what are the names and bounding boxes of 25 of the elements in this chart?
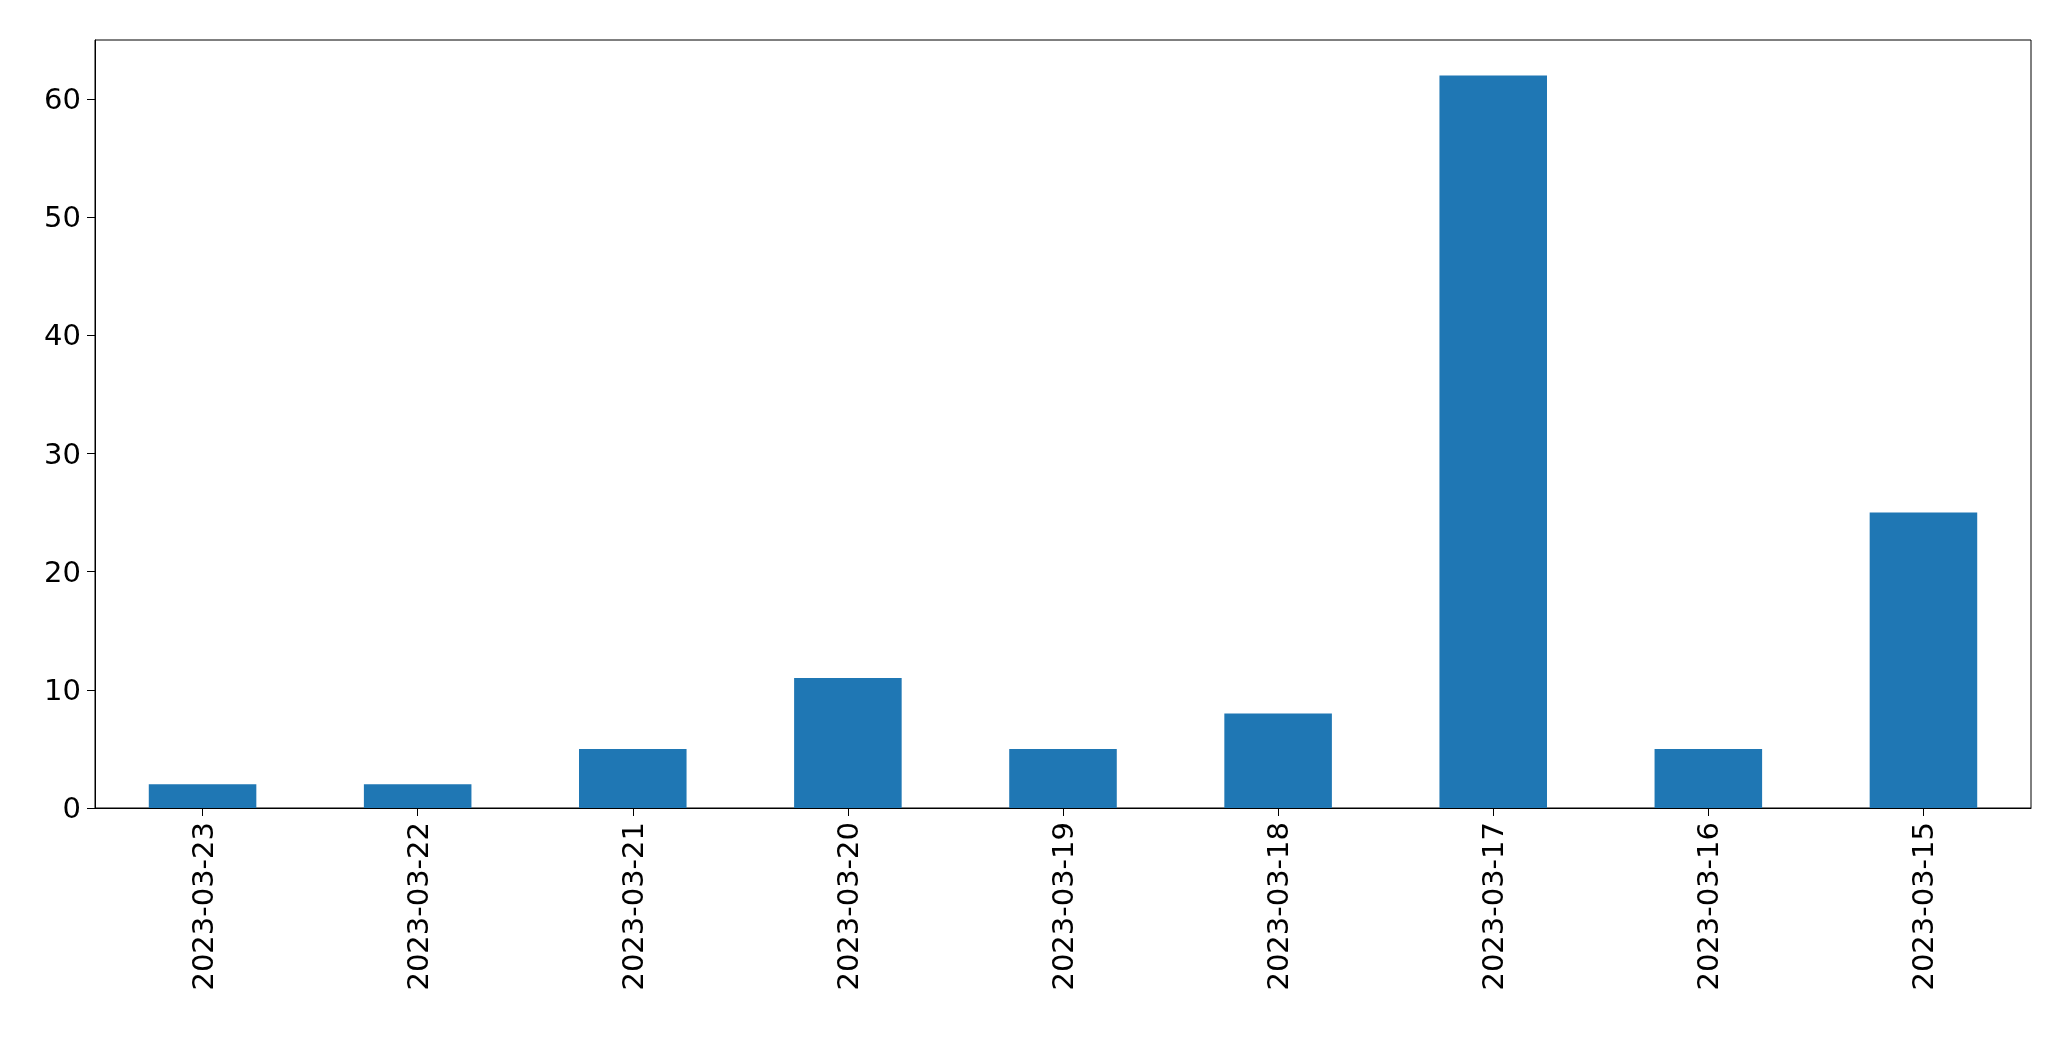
bar [1009, 748, 1117, 808]
x-tick-label: 2023-03-16 [1691, 822, 1726, 991]
y-tick-label: 50 [44, 200, 81, 235]
bar [1439, 75, 1547, 808]
x-tick-label: 2023-03-22 [400, 822, 435, 991]
x-tick-label: 2023-03-21 [615, 822, 650, 991]
y-tick-label: 10 [44, 672, 81, 707]
bar [1224, 713, 1332, 808]
x-tick-label: 2023-03-17 [1476, 822, 1511, 991]
x-tick-label: 2023-03-20 [830, 822, 865, 991]
bar [148, 784, 257, 808]
bar [579, 748, 687, 808]
y-tick-label: 0 [62, 791, 81, 825]
y-tick-label: 30 [44, 436, 81, 471]
bar [1654, 748, 1763, 808]
y-tick-label: 20 [44, 554, 81, 589]
x-tick-label: 2023-03-15 [1906, 822, 1941, 991]
x-tick-label: 2023-03-19 [1046, 822, 1080, 991]
bar [794, 678, 902, 808]
bar [363, 784, 472, 808]
y-tick-label: 60 [44, 82, 81, 117]
bar [1869, 512, 1978, 808]
x-tick-label: 2023-03-18 [1261, 822, 1296, 991]
y-tick-label: 40 [44, 318, 81, 353]
x-tick-label: 2023-03-23 [185, 822, 220, 991]
